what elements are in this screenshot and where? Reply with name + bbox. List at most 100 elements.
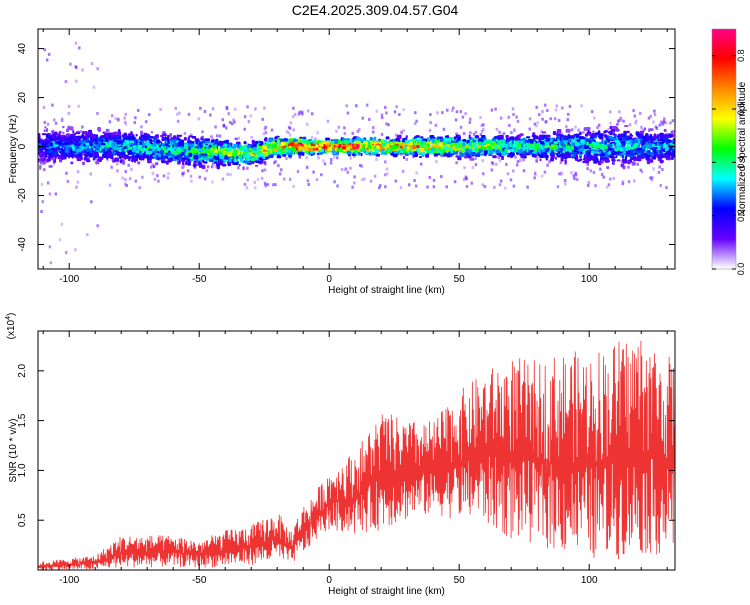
heatmap-cell: [601, 159, 604, 164]
heatmap-cell: [573, 137, 577, 141]
heatmap-cell: [540, 153, 544, 158]
heatmap-cell: [522, 158, 525, 162]
heatmap-cell: [515, 115, 518, 119]
heatmap-cell: [306, 109, 310, 113]
heatmap-cell: [474, 135, 479, 139]
heatmap-cell: [293, 112, 297, 116]
heatmap-cell: [402, 108, 405, 112]
heatmap-cell: [594, 184, 597, 188]
heatmap-cell: [484, 137, 487, 141]
heatmap-cell: [60, 119, 64, 123]
heatmap-cell: [495, 127, 499, 131]
heatmap-cell: [74, 248, 77, 252]
heatmap-cell: [663, 117, 666, 121]
heatmap-cell: [441, 111, 444, 115]
heatmap-cell: [559, 138, 563, 141]
heatmap-cell: [125, 184, 129, 188]
heatmap-cell: [572, 174, 576, 178]
heatmap-cell: [298, 154, 302, 159]
heatmap-cell: [508, 123, 511, 127]
heatmap-cell: [123, 116, 126, 120]
heatmap-cell: [300, 110, 304, 114]
heatmap-cell: [161, 131, 165, 135]
heatmap-cell: [178, 134, 183, 137]
heatmap-cell: [393, 110, 397, 114]
heatmap-cell: [243, 127, 246, 131]
heatmap-cell: [623, 147, 627, 152]
heatmap-cell: [483, 185, 487, 189]
heatmap-cell: [667, 133, 672, 138]
heatmap-cell: [94, 151, 99, 156]
heatmap-cell: [373, 136, 377, 141]
heatmap-cell: [315, 178, 319, 182]
heatmap-cell: [127, 147, 132, 151]
heatmap-cell: [516, 163, 519, 167]
heatmap-cell: [559, 136, 563, 139]
heatmap-cell: [166, 136, 170, 141]
heatmap-cell: [368, 117, 371, 121]
heatmap-cell: [613, 132, 616, 136]
heatmap-cell: [672, 130, 675, 134]
heatmap-cell: [636, 132, 640, 137]
heatmap-cell: [305, 165, 309, 169]
heatmap-cell: [254, 164, 259, 167]
heatmap-cell: [361, 116, 365, 120]
heatmap-cell: [105, 128, 109, 132]
heatmap-cell: [537, 113, 541, 117]
heatmap-cell: [468, 117, 472, 121]
heatmap-cell: [371, 152, 377, 156]
heatmap-cell: [605, 135, 608, 139]
heatmap-cell: [384, 173, 387, 177]
spectrogram-heatmap: [38, 41, 675, 265]
heatmap-cell: [152, 136, 157, 139]
heatmap-cell: [587, 180, 591, 184]
heatmap-cell: [181, 172, 184, 176]
heatmap-cell: [134, 179, 138, 183]
heatmap-cell: [198, 164, 203, 168]
heatmap-cell: [329, 161, 333, 165]
heatmap-cell: [297, 112, 301, 116]
heatmap-cell: [585, 160, 590, 164]
heatmap-cell: [246, 178, 250, 182]
heatmap-cell: [62, 131, 65, 135]
heatmap-cell: [472, 132, 476, 136]
heatmap-cell: [345, 148, 349, 152]
heatmap-cell: [559, 161, 563, 165]
heatmap-cell: [369, 179, 373, 183]
heatmap-cell: [237, 166, 240, 170]
heatmap-cell: [226, 172, 229, 176]
heatmap-cell: [528, 127, 531, 131]
heatmap-cell: [45, 58, 49, 62]
heatmap-cell: [634, 121, 637, 125]
heatmap-cell: [398, 112, 401, 116]
heatmap-cell: [555, 104, 559, 108]
heatmap-cell: [137, 162, 141, 165]
heatmap-cell: [607, 127, 610, 131]
heatmap-cell: [663, 121, 666, 125]
heatmap-cell: [271, 183, 275, 187]
heatmap-cell: [512, 112, 515, 116]
heatmap-cell: [650, 178, 653, 182]
heatmap-cell: [287, 131, 290, 135]
heatmap-cell: [568, 104, 572, 108]
heatmap-cell: [453, 180, 457, 184]
heatmap-cell: [573, 133, 576, 138]
heatmap-cell: [583, 127, 589, 131]
heatmap-cell: [599, 167, 602, 171]
heatmap-cell: [653, 109, 656, 113]
heatmap-cell: [619, 118, 623, 122]
heatmap-cell: [250, 135, 253, 139]
heatmap-cell: [60, 222, 64, 226]
heatmap-cell: [646, 161, 651, 165]
heatmap-cell: [468, 120, 472, 124]
heatmap-cell: [490, 108, 494, 112]
heatmap-cell: [358, 128, 361, 132]
heatmap-cell: [564, 182, 567, 186]
heatmap-cell: [634, 148, 638, 151]
heatmap-cell: [471, 165, 475, 169]
heatmap-cell: [405, 135, 408, 139]
heatmap-cell: [43, 129, 46, 133]
heatmap-cell: [138, 136, 142, 139]
heatmap-cell: [221, 177, 225, 181]
